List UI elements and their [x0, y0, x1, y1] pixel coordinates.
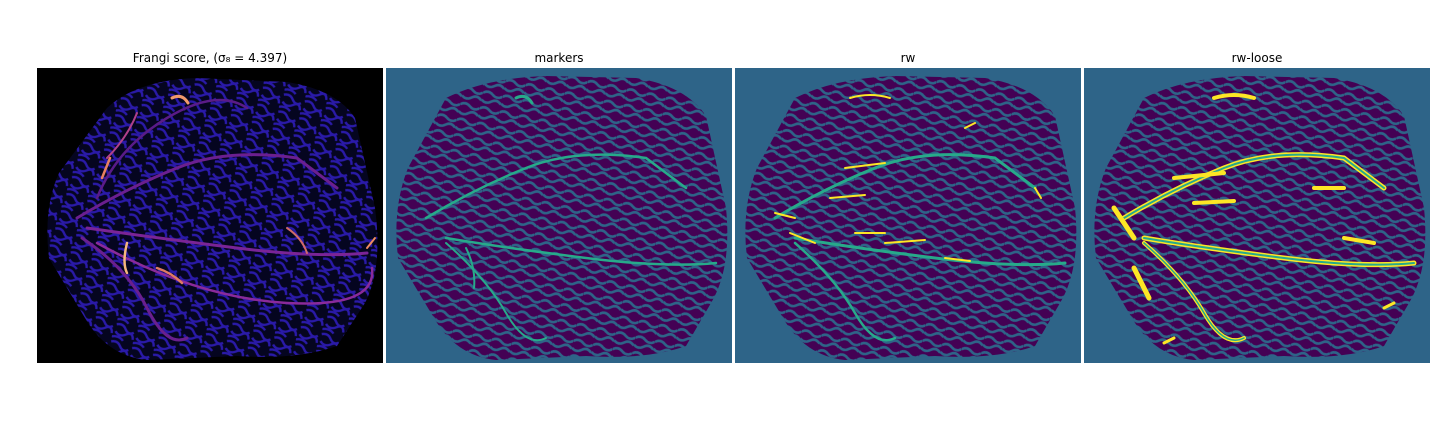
markers-image: [386, 68, 732, 363]
frangi-vessels: [75, 94, 376, 342]
panel-title-rw-loose: rw-loose: [1231, 51, 1283, 65]
panel-title-rw: rw: [900, 51, 916, 65]
rw-loose-vessels: [1111, 93, 1417, 345]
rw-loose-image: [1084, 68, 1430, 363]
marker-vessels: [424, 94, 718, 342]
rw-image: [735, 68, 1081, 363]
panel-title-markers: markers: [534, 51, 584, 65]
retina-region: [745, 76, 1077, 360]
panel-title-frangi: Frangi score, (σ₈ = 4.397): [132, 51, 288, 65]
frangi-score-image: [37, 68, 383, 363]
panel-markers: markers: [386, 49, 732, 363]
panel-frangi-score: Frangi score, (σ₈ = 4.397): [37, 49, 383, 363]
retina-region: [396, 76, 728, 360]
panel-rw: rw: [735, 49, 1081, 363]
panel-rw-loose: rw-loose: [1084, 49, 1430, 363]
retina-region: [1094, 76, 1426, 360]
rw-vessels: [773, 94, 1067, 342]
